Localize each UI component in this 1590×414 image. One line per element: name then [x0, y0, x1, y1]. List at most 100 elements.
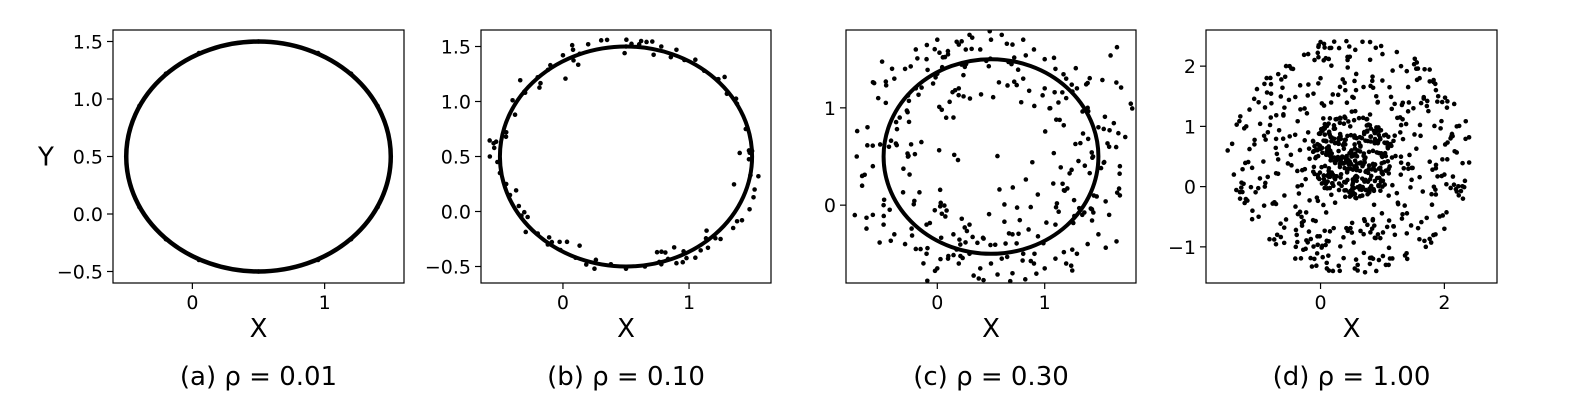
data-point	[967, 222, 972, 227]
data-point	[1380, 178, 1386, 184]
data-point	[1283, 217, 1289, 222]
data-point	[651, 52, 656, 58]
data-point	[1402, 253, 1408, 258]
data-point	[1307, 156, 1312, 162]
y-tick-label: 1.5	[441, 37, 471, 59]
data-point	[1031, 47, 1037, 52]
data-point	[883, 79, 889, 84]
data-point	[1096, 125, 1101, 130]
y-tick-label: 1.0	[441, 92, 471, 114]
data-point	[1237, 196, 1243, 201]
data-point	[932, 207, 938, 213]
data-point	[737, 150, 742, 156]
data-point	[1363, 169, 1368, 175]
data-point	[1432, 145, 1438, 150]
data-point	[988, 37, 994, 43]
x-axis-label: X	[1343, 314, 1361, 344]
data-point	[934, 37, 940, 43]
data-point	[1409, 177, 1414, 183]
data-point	[1247, 146, 1252, 152]
data-point	[1350, 152, 1355, 157]
data-point	[487, 154, 493, 159]
data-point	[512, 112, 518, 117]
data-point	[870, 143, 876, 148]
data-point	[1304, 111, 1310, 116]
data-point	[671, 245, 677, 250]
data-point	[608, 262, 614, 267]
data-point	[1050, 181, 1056, 186]
data-point	[1261, 159, 1266, 164]
data-point	[1452, 148, 1457, 154]
axes-frame	[845, 29, 1137, 284]
data-point	[1229, 141, 1235, 147]
data-point	[1366, 163, 1372, 168]
data-point	[1353, 71, 1359, 77]
data-point	[976, 13, 981, 18]
data-point	[1056, 209, 1061, 215]
data-point	[668, 54, 674, 60]
data-point	[1376, 182, 1381, 188]
data-point	[954, 39, 959, 45]
data-point	[1282, 74, 1288, 80]
data-point	[705, 245, 711, 251]
data-point	[1035, 192, 1041, 197]
data-point	[1002, 202, 1007, 207]
data-point	[1370, 218, 1376, 223]
data-point	[1071, 197, 1077, 203]
data-point	[1292, 256, 1298, 261]
data-point	[1264, 90, 1270, 95]
data-point	[1315, 141, 1320, 147]
data-point	[1399, 216, 1405, 221]
data-point	[1463, 118, 1469, 124]
data-point	[1042, 129, 1048, 134]
data-point	[1336, 187, 1342, 193]
data-point	[1342, 115, 1348, 121]
data-point	[1433, 187, 1438, 192]
x-tick-label: 1	[1039, 292, 1051, 314]
data-point	[1269, 101, 1274, 106]
data-point	[1456, 123, 1462, 129]
data-point	[936, 147, 942, 153]
data-point	[1010, 185, 1016, 190]
data-point	[1388, 94, 1394, 100]
data-point	[1422, 238, 1427, 244]
data-point	[970, 234, 975, 240]
data-point	[1342, 80, 1347, 86]
data-point	[1367, 261, 1373, 267]
data-point	[1122, 134, 1128, 140]
data-point	[1338, 133, 1343, 139]
data-point	[996, 80, 1002, 85]
data-point	[1393, 153, 1398, 159]
data-point	[1354, 135, 1359, 141]
data-point	[1350, 181, 1356, 186]
data-point	[538, 80, 543, 86]
data-point	[1326, 146, 1332, 151]
data-point	[1118, 85, 1124, 90]
data-point	[1085, 108, 1091, 114]
data-point	[1341, 121, 1347, 127]
data-point	[1274, 232, 1280, 238]
data-point	[1454, 189, 1460, 194]
data-point	[734, 101, 740, 106]
data-point	[1373, 45, 1379, 51]
data-point	[1432, 123, 1437, 129]
data-point	[1419, 219, 1424, 225]
data-point	[256, 39, 261, 44]
data-point	[1292, 132, 1298, 138]
data-point	[939, 107, 945, 113]
data-point	[1042, 86, 1048, 91]
data-point	[519, 213, 524, 218]
y-tick-label: 0	[1184, 177, 1196, 199]
data-point	[1398, 63, 1404, 69]
data-point	[1328, 100, 1334, 105]
data-point	[1240, 166, 1245, 172]
data-point	[958, 242, 963, 247]
data-point	[1316, 131, 1322, 137]
data-point	[731, 182, 737, 187]
data-point	[1257, 121, 1263, 127]
data-point	[1013, 282, 1015, 283]
data-point	[1278, 221, 1283, 226]
data-point	[1293, 227, 1299, 233]
data-point	[975, 240, 980, 246]
data-point	[1242, 160, 1248, 166]
